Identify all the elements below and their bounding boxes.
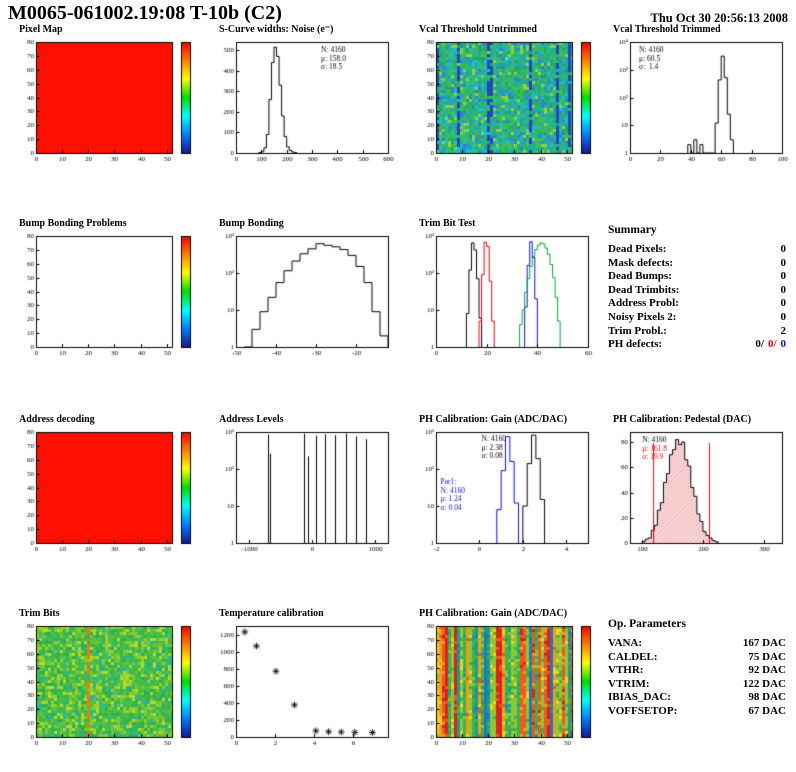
chart-title: Trim Bits — [19, 608, 60, 619]
op-parameter-row: IBIAS_DAC: 98 DAC — [608, 691, 786, 705]
address-decoding-chart: Address decoding — [10, 414, 200, 559]
pixel-map-plot — [10, 37, 200, 169]
op-parameter-row: VANA: 167 DAC — [608, 637, 786, 651]
ph-gain-map-plot — [410, 621, 600, 753]
op-parameter-row: VTRIM: 122 DAC — [608, 678, 786, 692]
summary-row: Noisy Pixels 2: 0 — [608, 311, 786, 325]
chart-title: S-Curve widths: Noise (e⁻) — [219, 24, 334, 35]
chart-title: Temperature calibration — [219, 608, 324, 619]
summary-label: Dead Pixels: — [608, 243, 667, 255]
summary-label: Trim Probl.: — [608, 324, 667, 337]
header-datetime: Thu Oct 30 20:56:13 2008 — [650, 11, 789, 25]
op-parameter-label: VOFFSETOP: — [608, 704, 678, 717]
chart-title: Bump Bonding Problems — [19, 218, 127, 229]
op-parameter-label: VTHR: — [608, 664, 644, 677]
chart-title: Address Levels — [219, 414, 284, 425]
op-parameter-value: 67 DAC — [748, 704, 786, 717]
summary-label: Dead Trimbits: — [608, 283, 680, 296]
op-parameter-label: VANA: — [608, 637, 643, 649]
ph-gain-hist-chart: PH Calibration: Gain (ADC/DAC) — [410, 414, 600, 559]
scurve-noise-chart: S-Curve widths: Noise (e⁻) — [210, 24, 400, 169]
page-title: M0065-061002.19:08 T-10b (C2) — [8, 2, 282, 24]
summary-row: Dead Pixels: 0 — [608, 243, 786, 257]
summary-label: PH defects: — [608, 338, 663, 351]
chart-title: PH Calibration: Pedestal (DAC) — [613, 414, 752, 425]
bump-bonding-problems-plot — [10, 231, 200, 363]
chart-title: Pixel Map — [19, 24, 63, 35]
vcal-untrimmed-chart: Vcal Threshold Untrimmed — [410, 24, 600, 169]
summary-label: Address Probl: — [608, 297, 679, 310]
summary-panel: Summary Dead Pixels: 0 Mask defects: 0 Dea… — [608, 224, 786, 352]
summary-row: Dead Trimbits: 0 — [608, 284, 786, 298]
summary-label: Noisy Pixels 2: — [608, 310, 677, 323]
chart-title: Address decoding — [19, 414, 95, 425]
op-parameters-title: Op. Parameters — [608, 618, 686, 630]
summary-value: 0 — [780, 283, 787, 296]
temperature-calibration-chart: Temperature calibration — [210, 608, 400, 753]
ph-gain-hist-plot — [410, 427, 600, 559]
op-parameter-row: VTHR: 92 DAC — [608, 664, 786, 678]
scurve-noise-plot — [210, 37, 400, 169]
vcal-trimmed-plot — [604, 37, 794, 169]
vcal-untrimmed-plot — [410, 37, 600, 169]
ph-defects-value-1: 0/ — [755, 338, 764, 351]
summary-title: Summary — [608, 224, 657, 236]
ph-defects-value-3: 0 — [780, 338, 787, 351]
op-parameter-value: 98 DAC — [748, 691, 786, 704]
op-parameter-row: CALDEL: 75 DAC — [608, 651, 786, 665]
address-levels-chart: Address Levels — [210, 414, 400, 559]
chart-title: Vcal Threshold Untrimmed — [419, 24, 537, 35]
ph-gain-map-chart: PH Calibration: Gain (ADC/DAC) — [410, 608, 600, 753]
trim-bit-test-chart: Trim Bit Test — [410, 218, 600, 363]
summary-value: 0 — [780, 256, 787, 269]
chart-title: PH Calibration: Gain (ADC/DAC) — [419, 608, 568, 619]
op-parameter-value: 75 DAC — [748, 650, 786, 663]
summary-row: Mask defects: 0 — [608, 257, 786, 271]
trim-bits-chart: Trim Bits — [10, 608, 200, 753]
op-parameter-label: CALDEL: — [608, 650, 658, 663]
op-parameter-label: IBIAS_DAC: — [608, 691, 671, 704]
ph-pedestal-plot — [604, 427, 794, 559]
summary-row: Dead Bumps: 0 — [608, 270, 786, 284]
op-parameter-value: 167 DAC — [742, 637, 786, 649]
summary-value: 2 — [780, 324, 787, 337]
op-parameter-label: VTRIM: — [608, 677, 650, 690]
summary-label: Dead Bumps: — [608, 270, 672, 283]
vcal-trimmed-chart: Vcal Threshold Trimmed — [604, 24, 794, 169]
chart-title: Trim Bit Test — [419, 218, 476, 229]
bump-bonding-chart: Bump Bonding — [210, 218, 400, 363]
summary-row: Address Probl: 0 — [608, 297, 786, 311]
trim-bits-plot — [10, 621, 200, 753]
pixel-map-chart: Pixel Map — [10, 24, 200, 169]
summary-value: 0 — [780, 310, 787, 323]
chart-title: Bump Bonding — [219, 218, 284, 229]
summary-row: Trim Probl.: 2 — [608, 325, 786, 339]
chart-title: Vcal Threshold Trimmed — [613, 24, 721, 35]
chart-title: PH Calibration: Gain (ADC/DAC) — [419, 414, 568, 425]
address-decoding-plot — [10, 427, 200, 559]
op-parameter-row: VOFFSETOP: 67 DAC — [608, 705, 786, 719]
summary-value: 0 — [780, 270, 787, 283]
summary-row-ph-defects: PH defects: 0/0/0 — [608, 338, 786, 352]
op-parameter-value: 122 DAC — [742, 677, 786, 690]
bump-bonding-plot — [210, 231, 400, 363]
ph-pedestal-chart: PH Calibration: Pedestal (DAC) — [604, 414, 794, 559]
address-levels-plot — [210, 427, 400, 559]
summary-label: Mask defects: — [608, 256, 674, 269]
trim-bit-test-plot — [410, 231, 600, 363]
temperature-calibration-plot — [210, 621, 400, 753]
ph-defects-value-2: 0/ — [767, 338, 777, 351]
op-parameter-value: 92 DAC — [748, 664, 786, 677]
summary-value: 0 — [780, 243, 787, 255]
op-parameters-panel: Op. Parameters VANA: 167 DAC CALDEL: 75 DA… — [608, 618, 786, 719]
bump-bonding-problems-chart: Bump Bonding Problems — [10, 218, 200, 363]
ph-defects-values: 0/0/0 — [751, 338, 786, 352]
summary-value: 0 — [780, 297, 787, 310]
